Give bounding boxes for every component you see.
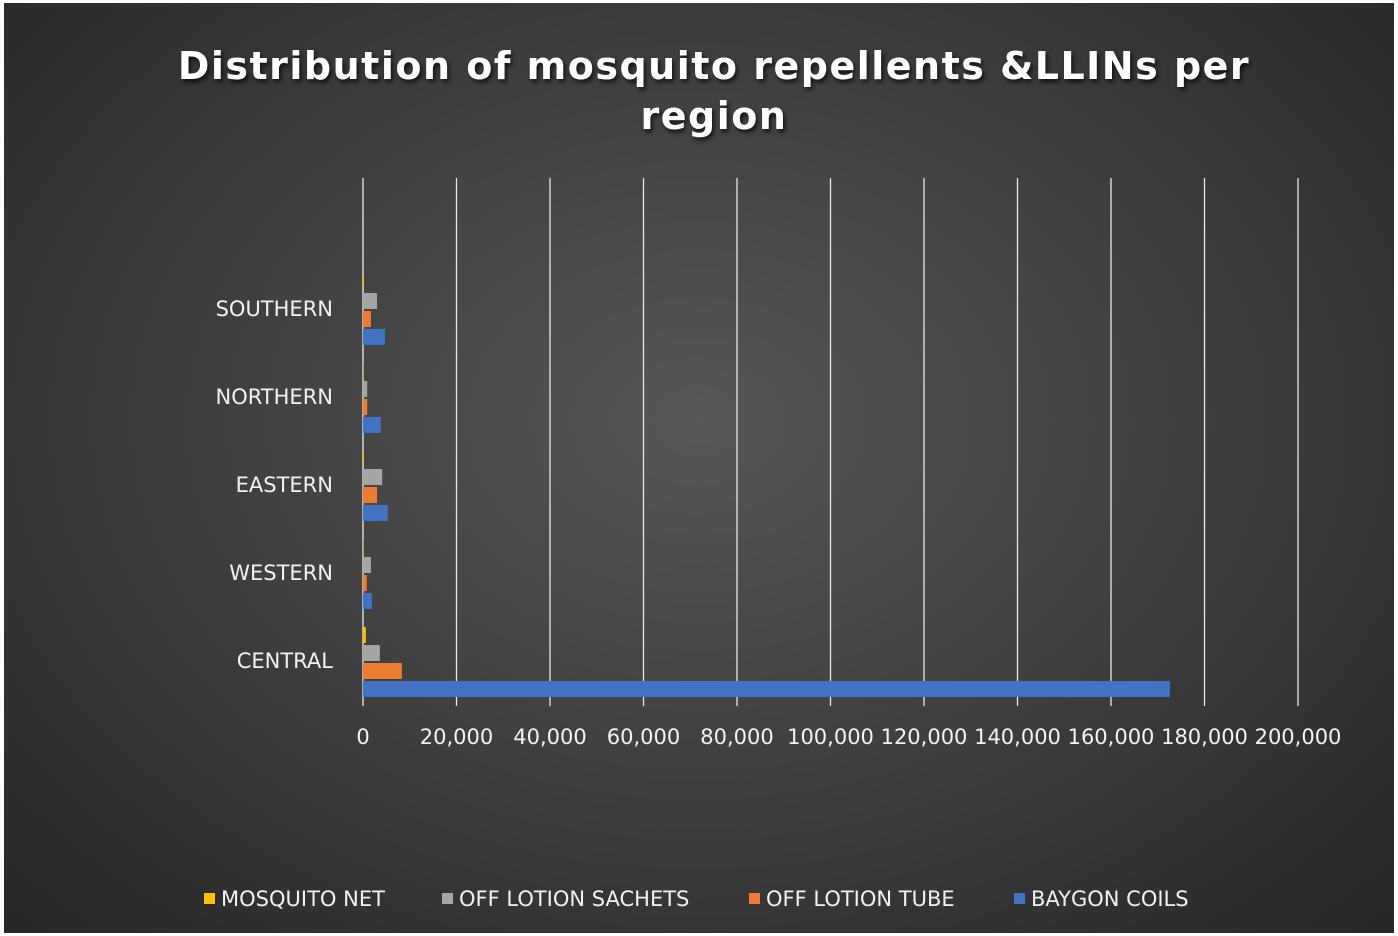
bar [363,575,367,591]
bar [363,557,371,573]
legend-swatch [204,893,215,904]
x-tick-label: 0 [356,725,369,749]
x-tick-label: 60,000 [607,725,680,749]
bar [363,469,383,485]
legend-label: OFF LOTION SACHETS [459,887,689,911]
y-tick-label: WESTERN [229,561,333,585]
bar [363,417,381,433]
legend-swatch [749,893,760,904]
bar [363,487,378,503]
legend-label: BAYGON COILS [1031,887,1189,911]
x-tick-label: 140,000 [974,725,1061,749]
bar [363,381,368,397]
bar [363,399,368,415]
legend-swatch [1014,893,1025,904]
chart-title: Distribution of mosquito repellents &LLI… [177,44,1251,138]
bar [363,627,366,643]
chart: 0 20,000 40,000 60,000 80,000 100,000 120,000 1… [204,178,1342,911]
bar [363,505,388,521]
y-tick-label: NORTHERN [216,385,334,409]
y-tick-label: EASTERN [236,473,333,497]
bar [363,681,1170,697]
bar [363,593,372,609]
x-tick-label: 200,000 [1255,725,1342,749]
x-tick-label: 20,000 [420,725,493,749]
legend-label: OFF LOTION TUBE [766,887,955,911]
bar [363,663,402,679]
legend-label: MOSQUITO NET [221,887,385,911]
bar [363,275,364,291]
bar [363,451,364,467]
x-tick-label: 160,000 [1068,725,1155,749]
x-tick-label: 180,000 [1161,725,1248,749]
x-tick-label: 120,000 [881,725,968,749]
x-tick-label: 40,000 [513,725,586,749]
bar [363,645,380,661]
bar [363,311,371,327]
chart-area: 0 20,000 40,000 60,000 80,000 100,000 120,000 1… [4,3,1394,933]
bar [363,329,385,345]
x-tick-label: 100,000 [787,725,874,749]
x-tick-label: 80,000 [700,725,773,749]
legend-swatch [442,893,453,904]
bar [363,293,378,309]
y-tick-label: SOUTHERN [216,297,333,321]
y-tick-label: CENTRAL [237,649,334,673]
